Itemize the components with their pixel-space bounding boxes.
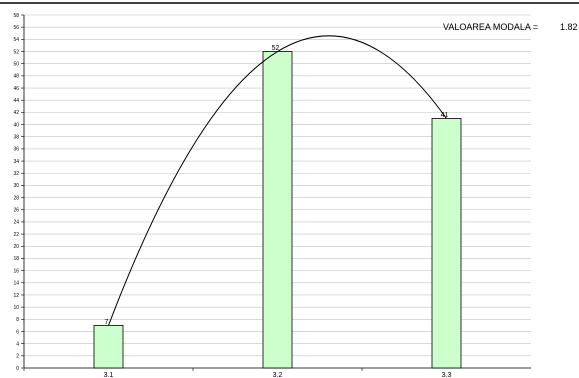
bar bbox=[262, 51, 293, 369]
data-label: 52 bbox=[272, 45, 280, 52]
x-axis: 3.1 3.2 3.3 bbox=[23, 367, 531, 378]
y-axis: 0246810121416182022242628303234363840424… bbox=[13, 13, 25, 372]
data-label: 41 bbox=[441, 112, 449, 119]
y-tick-label: 58 bbox=[13, 13, 19, 19]
data-label: 7 bbox=[105, 319, 109, 326]
x-tick-label: 3.3 bbox=[442, 372, 452, 378]
y-tick-label: 14 bbox=[13, 281, 19, 287]
y-tick-label: 50 bbox=[13, 61, 19, 67]
y-tick-label: 56 bbox=[13, 25, 19, 31]
data-labels: 7 52 41 bbox=[105, 45, 449, 326]
bar bbox=[431, 118, 462, 369]
y-tick-label: 10 bbox=[13, 305, 19, 311]
trend-curve bbox=[108, 35, 447, 326]
y-tick-label: 26 bbox=[13, 208, 19, 214]
y-tick-label: 18 bbox=[13, 256, 19, 262]
y-tick-label: 12 bbox=[13, 293, 19, 299]
y-tick-label: 24 bbox=[13, 220, 19, 226]
bars bbox=[93, 51, 462, 369]
y-tick-label: 22 bbox=[13, 232, 19, 238]
y-tick-label: 42 bbox=[13, 110, 19, 116]
bar bbox=[93, 324, 124, 369]
y-tick-label: 48 bbox=[13, 74, 19, 80]
y-tick-label: 6 bbox=[16, 329, 19, 335]
y-tick-label: 40 bbox=[13, 122, 19, 128]
y-tick-label: 28 bbox=[13, 195, 19, 201]
y-tick-label: 54 bbox=[13, 37, 19, 43]
y-tick-label: 8 bbox=[16, 317, 19, 323]
y-tick-label: 32 bbox=[13, 171, 19, 177]
x-tick-label: 3.2 bbox=[273, 372, 283, 378]
y-tick-label: 52 bbox=[13, 49, 19, 55]
y-tick-label: 30 bbox=[13, 183, 19, 189]
y-tick-label: 4 bbox=[16, 341, 19, 347]
y-tick-label: 2 bbox=[16, 354, 19, 360]
y-tick-label: 0 bbox=[16, 366, 19, 372]
x-tick-label: 3.1 bbox=[104, 372, 114, 378]
annotation-label: VALOAREA MODALA = bbox=[443, 22, 538, 32]
y-tick-label: 46 bbox=[13, 86, 19, 92]
annotation-value: 1.82 bbox=[560, 22, 578, 32]
y-tick-label: 44 bbox=[13, 98, 19, 104]
y-tick-label: 16 bbox=[13, 268, 19, 274]
annotation: VALOAREA MODALA = 1.82 bbox=[443, 22, 578, 32]
y-tick-label: 34 bbox=[13, 159, 19, 165]
y-tick-label: 20 bbox=[13, 244, 19, 250]
y-tick-label: 36 bbox=[13, 147, 19, 153]
y-tick-label: 38 bbox=[13, 135, 19, 141]
